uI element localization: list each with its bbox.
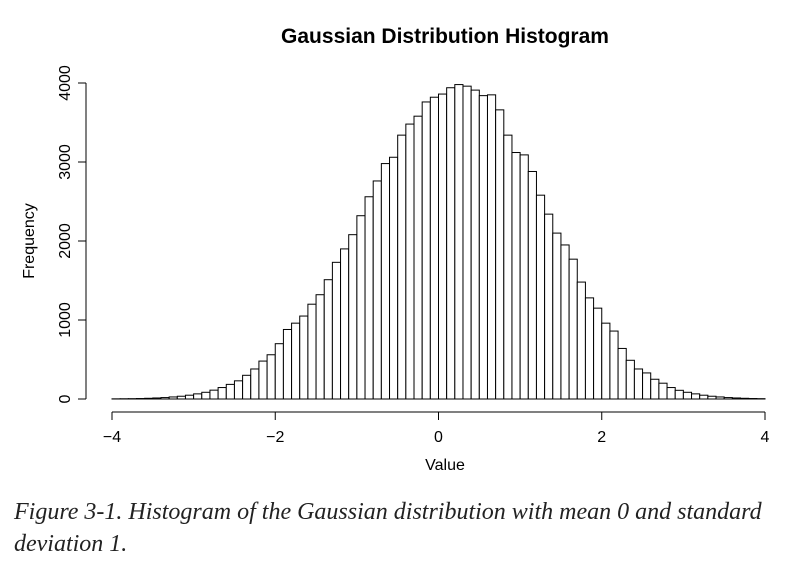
- histogram-bar: [527, 170, 537, 400]
- histogram-bar: [160, 397, 170, 400]
- histogram-bar: [438, 93, 448, 400]
- histogram-bar: [486, 94, 497, 400]
- x-axis-label: Value: [425, 457, 465, 474]
- histogram-bar: [511, 152, 521, 400]
- histogram-bar: [307, 303, 317, 400]
- histogram-bar: [609, 330, 619, 400]
- histogram-bar: [315, 294, 325, 400]
- histogram-bar: [495, 109, 505, 400]
- histogram-bar: [478, 95, 488, 400]
- histogram-bar: [389, 156, 399, 400]
- y-tick-label: 0: [57, 394, 74, 403]
- histogram-bar: [225, 383, 235, 400]
- histogram-bar: [413, 115, 423, 400]
- histogram-bar: [152, 397, 162, 400]
- histogram-bar: [593, 307, 603, 400]
- histogram-bar: [560, 244, 570, 400]
- histogram-bar: [584, 297, 595, 400]
- histogram-bar: [274, 343, 284, 400]
- histogram-bar: [503, 134, 513, 400]
- histogram-bar: [470, 89, 480, 400]
- histogram-bar: [209, 389, 219, 400]
- histogram-bar: [405, 123, 415, 400]
- histogram-bar: [535, 194, 546, 400]
- histogram-bar: [731, 397, 742, 400]
- histogram-bar: [176, 395, 186, 400]
- histogram-bar: [658, 382, 668, 400]
- y-axis-label: Frequency: [21, 203, 38, 279]
- y-axis: 0 1000 2000 3000 4000: [57, 65, 87, 403]
- histogram-bar: [674, 389, 684, 400]
- histogram-bar: [740, 397, 750, 400]
- histogram-bar: [242, 374, 252, 400]
- histogram-bar: [217, 387, 227, 400]
- histogram-bar: [184, 394, 195, 400]
- histogram-bar: [421, 101, 431, 400]
- histogram-bar: [266, 354, 276, 400]
- histogram-bar: [299, 315, 309, 400]
- y-tick-label: 3000: [57, 144, 74, 180]
- histogram-bar: [601, 322, 611, 400]
- histogram-bar: [168, 396, 178, 400]
- histogram-bar: [691, 393, 701, 400]
- histogram-bar: [544, 213, 554, 400]
- y-tick-label: 2000: [57, 223, 74, 259]
- histogram-bar: [364, 196, 374, 400]
- histogram-bar: [258, 360, 268, 400]
- histogram-bar: [682, 391, 693, 400]
- histogram-bar: [625, 359, 635, 400]
- histogram-bar: [250, 368, 260, 400]
- histogram-bar: [340, 248, 350, 400]
- chart-title: Gaussian Distribution Histogram: [281, 25, 609, 48]
- histogram-bar: [201, 391, 211, 400]
- histogram-chart: Gaussian Distribution Histogram −4 −2 0 2 4 …: [21, 25, 770, 474]
- histogram-bar: [699, 394, 709, 400]
- histogram-bar: [429, 96, 439, 400]
- histogram-bar: [372, 180, 382, 400]
- histogram-bar: [666, 387, 676, 400]
- histogram-bar: [568, 258, 578, 400]
- x-tick-label: −4: [103, 429, 121, 446]
- histogram-bar: [576, 281, 586, 400]
- histogram-bar: [723, 397, 733, 400]
- histogram-bar: [348, 234, 358, 400]
- histogram-bar: [454, 84, 464, 400]
- histogram-bar: [144, 397, 154, 400]
- histogram-bar: [193, 393, 203, 400]
- histogram-bar: [707, 395, 717, 400]
- histogram-bar: [291, 322, 301, 400]
- histogram-bar: [356, 215, 366, 400]
- x-tick-label: 4: [761, 429, 770, 446]
- x-tick-label: −2: [266, 429, 284, 446]
- histogram-bar: [331, 261, 342, 400]
- histogram-bar: [519, 154, 529, 400]
- histogram-bar: [552, 232, 562, 400]
- histogram-bar: [233, 380, 244, 400]
- histogram-bar: [323, 279, 333, 400]
- histogram-bar: [633, 368, 644, 400]
- histogram-bar: [715, 396, 725, 400]
- histogram-bar: [397, 134, 407, 400]
- histogram-bars: [111, 84, 766, 400]
- histogram-bar: [642, 372, 652, 400]
- figure-caption: Figure 3-1. Histogram of the Gaussian di…: [14, 499, 762, 557]
- histogram-bar: [617, 347, 627, 400]
- histogram-bar: [650, 378, 660, 400]
- histogram-bar: [282, 328, 293, 400]
- x-axis: −4 −2 0 2 4: [103, 411, 770, 446]
- x-tick-label: 2: [597, 429, 606, 446]
- y-tick-label: 4000: [57, 65, 74, 101]
- y-tick-label: 1000: [57, 302, 74, 338]
- histogram-bar: [380, 163, 391, 400]
- x-tick-label: 0: [434, 429, 443, 446]
- histogram-bar: [462, 85, 472, 400]
- histogram-bar: [446, 87, 456, 400]
